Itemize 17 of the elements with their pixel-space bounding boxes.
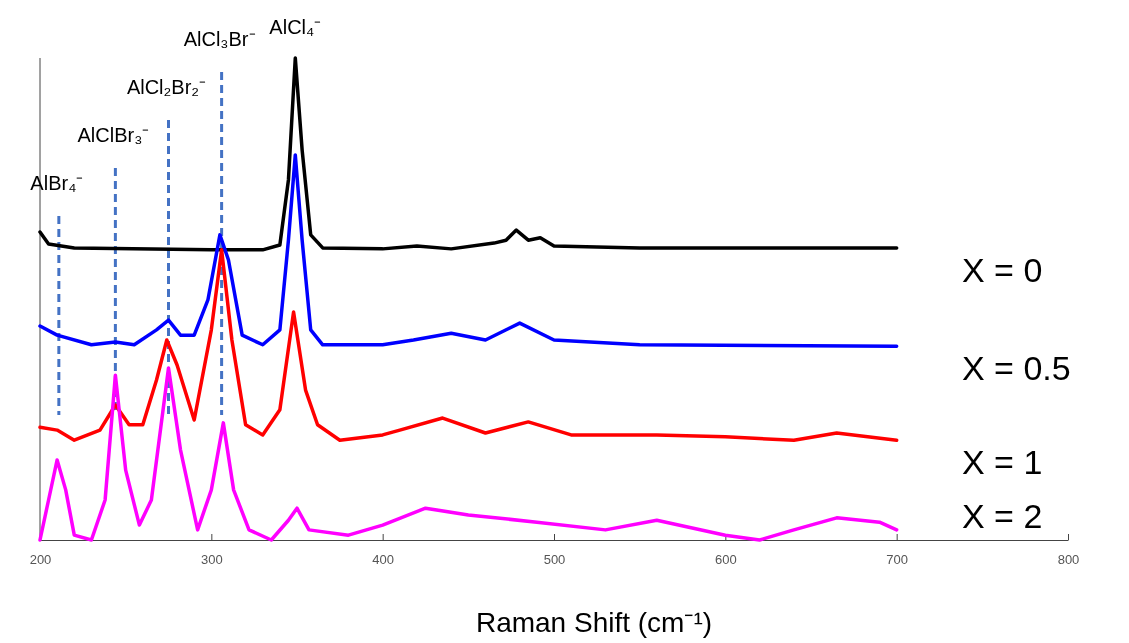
ref-line-label: AlBr₄⁻ xyxy=(30,172,84,194)
ref-line-label: AlCl₂Br₂⁻ xyxy=(126,76,207,98)
ref-line-label: AlCl₃Br⁻ xyxy=(183,28,256,50)
series-label: X = 2 xyxy=(962,497,1043,535)
ref-line-label: AlClBr₃⁻ xyxy=(77,124,150,146)
x-tick-label: 800 xyxy=(1057,551,1080,567)
x-tick-label: 600 xyxy=(714,551,737,567)
x-axis-title: Raman Shift (cm⁻¹) xyxy=(475,607,713,638)
x-tick-label: 400 xyxy=(372,551,395,567)
x-tick-label: 200 xyxy=(29,551,52,567)
annotation: AlCl₄⁻ xyxy=(269,16,322,38)
series-label: X = 0.5 xyxy=(962,349,1071,388)
x-tick-label: 700 xyxy=(886,551,909,567)
x-tick-label: 300 xyxy=(200,551,223,567)
series-label: X = 1 xyxy=(962,443,1043,482)
series-label: X = 0 xyxy=(962,250,1043,289)
x-tick-label: 500 xyxy=(543,551,566,567)
